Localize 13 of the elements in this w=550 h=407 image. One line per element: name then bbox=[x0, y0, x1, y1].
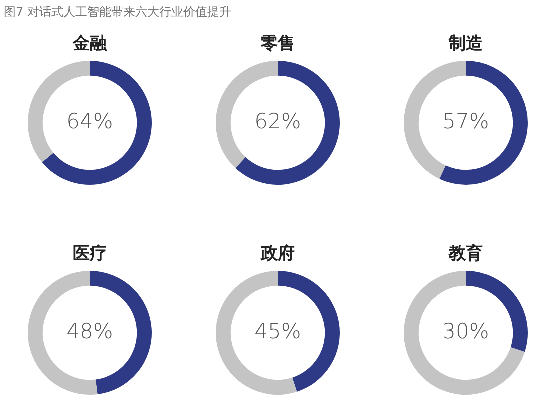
chart-title: 政府 bbox=[260, 243, 296, 266]
data-label: 57% bbox=[442, 109, 490, 134]
data-label: 62% bbox=[254, 109, 302, 134]
chart-title: 制造 bbox=[448, 33, 484, 56]
chart-title: 零售 bbox=[260, 33, 296, 56]
data-label: 48% bbox=[66, 319, 114, 344]
data-label: 45% bbox=[254, 319, 302, 344]
chart-title: 教育 bbox=[448, 243, 484, 266]
data-label: 30% bbox=[442, 319, 490, 344]
chart-title: 医疗 bbox=[72, 243, 108, 266]
data-label: 64% bbox=[66, 109, 114, 134]
chart-title: 金融 bbox=[72, 33, 108, 56]
text: 图7 对话式人工智能带来六大行业价值提升 bbox=[4, 5, 232, 19]
